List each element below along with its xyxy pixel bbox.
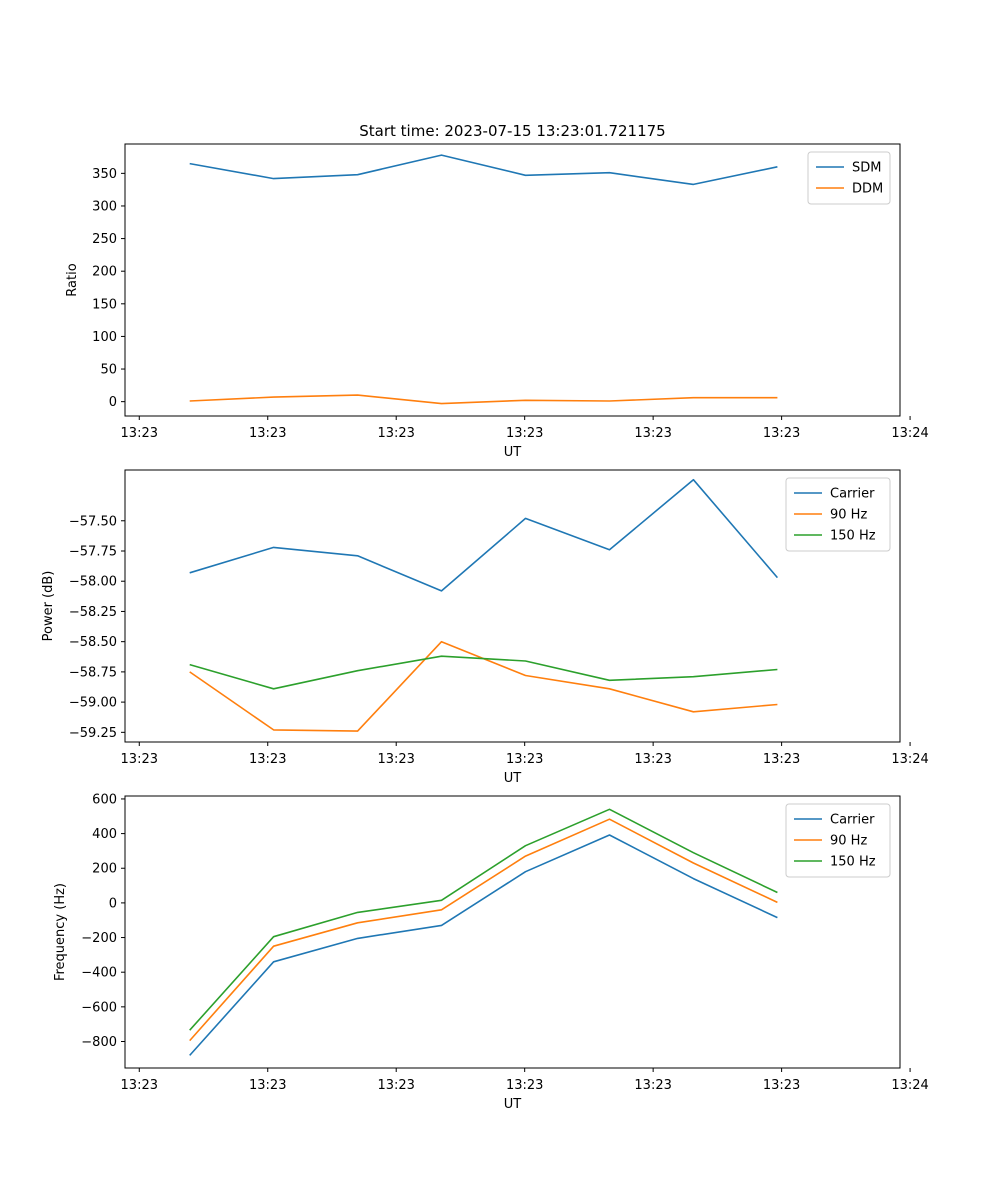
y-tick-label: 400	[92, 827, 117, 842]
y-tick-label: −57.50	[69, 514, 117, 529]
y-tick-label: −58.25	[69, 605, 117, 620]
y-tick-label: −58.75	[69, 665, 117, 680]
y-tick-label: 200	[92, 265, 117, 280]
y-tick-label: −200	[81, 931, 117, 946]
series-line-ddm	[189, 394, 778, 405]
x-tick-label: 13:23	[506, 1078, 543, 1093]
series-line-150-hz	[189, 808, 778, 1031]
x-axis-label: UT	[504, 1097, 522, 1112]
series-line-carrier	[189, 834, 778, 1056]
x-tick-label: 13:23	[121, 426, 158, 441]
legend-box	[785, 477, 891, 552]
series-line-90-hz	[189, 640, 778, 732]
x-tick-label: 13:23	[763, 1078, 800, 1093]
y-tick-label: −58.00	[69, 575, 117, 590]
y-axis-label: Frequency (Hz)	[53, 883, 68, 981]
legend: Carrier 90 Hz 150 Hz	[785, 477, 891, 552]
legend-label: 90 Hz	[830, 834, 867, 849]
x-tick-label: 13:23	[506, 426, 543, 441]
y-tick-label: −59.00	[69, 696, 117, 711]
series-line-150-hz	[189, 655, 778, 690]
x-tick-label: 13:23	[634, 1078, 671, 1093]
legend-label: 150 Hz	[830, 529, 876, 544]
x-tick-label: 13:23	[377, 752, 414, 767]
x-tick-label: 13:23	[249, 1078, 286, 1093]
legend-label: Carrier	[830, 813, 875, 828]
legend-label: 90 Hz	[830, 508, 867, 523]
legend-box	[785, 803, 891, 878]
x-tick-label: 13:23	[377, 1078, 414, 1093]
subplot-1: Start time: 2023-07-15 13:23:01.721175 13…	[65, 122, 929, 460]
y-tick-label: 250	[92, 232, 117, 247]
x-axis-label: UT	[504, 445, 522, 460]
x-tick-label: 13:24	[891, 1078, 928, 1093]
y-tick-label: −800	[81, 1035, 117, 1050]
axes-frame	[124, 143, 901, 417]
y-tick-label: 50	[100, 363, 117, 378]
axes-frame	[124, 469, 901, 743]
legend-label: DDM	[852, 182, 883, 197]
subplot-2: 13:23 13:23 13:23 13:23 13:23 13:23 13:24 −59.2…	[41, 469, 929, 786]
legend-label: SDM	[852, 161, 881, 176]
y-tick-label: −600	[81, 1000, 117, 1015]
y-tick-label: 100	[92, 330, 117, 345]
x-axis-label: UT	[504, 771, 522, 786]
x-tick-label: 13:23	[763, 426, 800, 441]
y-tick-label: −57.75	[69, 544, 117, 559]
x-tick-label: 13:23	[763, 752, 800, 767]
x-tick-label: 13:23	[249, 752, 286, 767]
x-tick-label: 13:24	[891, 426, 928, 441]
x-tick-label: 13:23	[634, 426, 671, 441]
subplot-3: 13:23 13:23 13:23 13:23 13:23 13:23 13:24 −800 −…	[53, 792, 929, 1112]
y-tick-label: 300	[92, 199, 117, 214]
y-tick-label: −58.50	[69, 635, 117, 650]
y-tick-label: −400	[81, 966, 117, 981]
chart-title: Start time: 2023-07-15 13:23:01.721175	[359, 122, 665, 140]
series-line-90-hz	[189, 818, 778, 1042]
series-line-carrier	[189, 478, 779, 592]
x-tick-label: 13:23	[506, 752, 543, 767]
y-tick-label: 150	[92, 297, 117, 312]
x-tick-label: 13:23	[377, 426, 414, 441]
legend-label: 150 Hz	[830, 855, 876, 870]
y-axis-label: Power (dB)	[41, 571, 56, 642]
x-tick-label: 13:23	[121, 752, 158, 767]
y-tick-label: 0	[109, 896, 117, 911]
legend: SDM DDM	[807, 151, 891, 205]
x-tick-label: 13:23	[634, 752, 671, 767]
y-tick-label: −59.25	[69, 726, 117, 741]
y-tick-label: 600	[92, 792, 117, 807]
legend: Carrier 90 Hz 150 Hz	[785, 803, 891, 878]
y-tick-label: 200	[92, 862, 117, 877]
y-tick-label: 350	[92, 167, 117, 182]
legend-label: Carrier	[830, 487, 875, 502]
x-tick-label: 13:24	[891, 752, 928, 767]
x-tick-label: 13:23	[121, 1078, 158, 1093]
y-tick-label: 0	[109, 395, 117, 410]
axes-frame	[124, 795, 901, 1069]
x-tick-label: 13:23	[249, 426, 286, 441]
legend-box	[807, 151, 891, 205]
y-axis-label: Ratio	[65, 263, 80, 296]
series-line-sdm	[189, 154, 778, 186]
